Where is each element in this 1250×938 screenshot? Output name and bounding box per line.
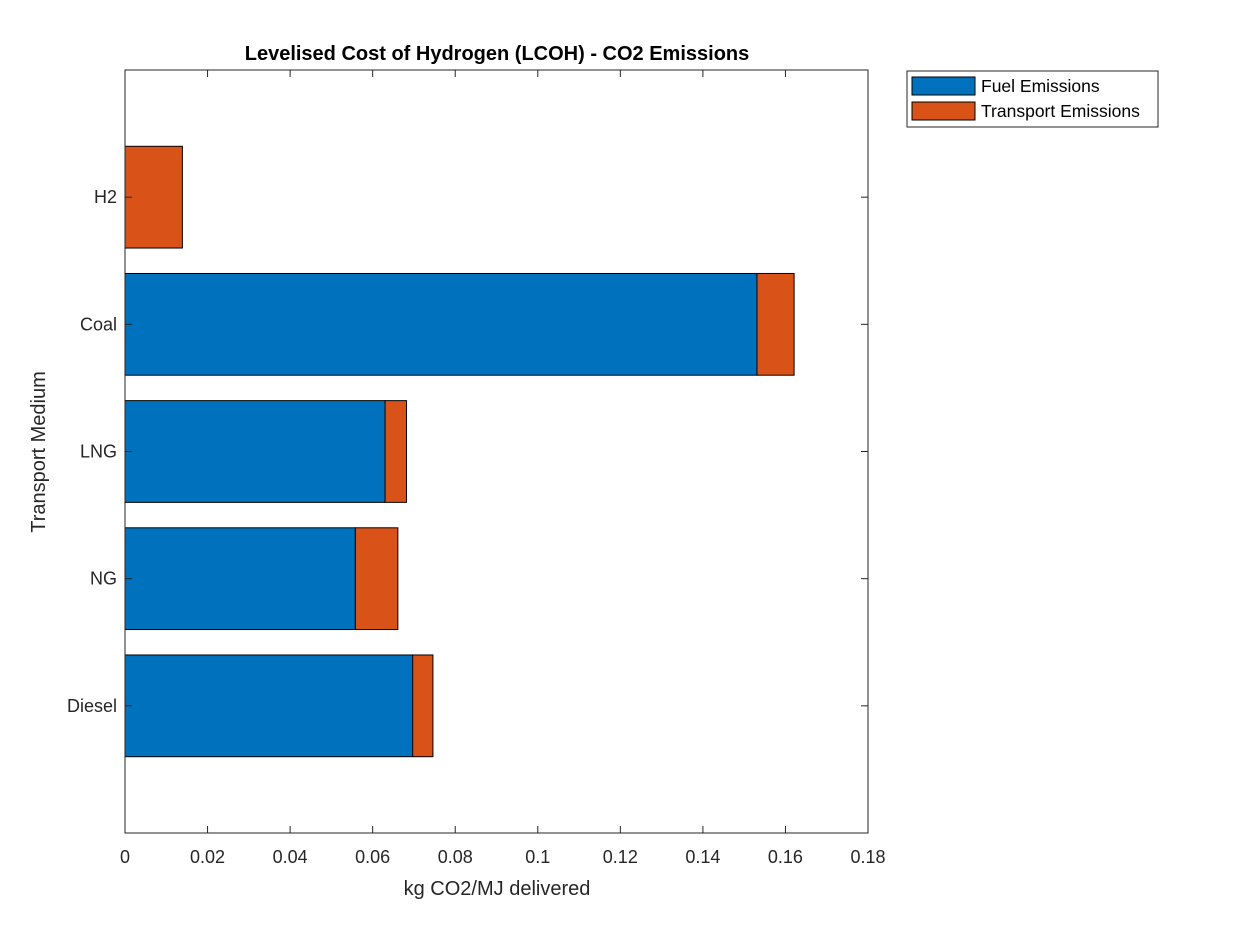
x-tick-label: 0.18	[850, 847, 885, 867]
bar-h2-transport	[124, 145, 183, 249]
x-tick-label: 0.1	[525, 847, 550, 867]
bar-coal-fuel	[124, 272, 758, 376]
legend-swatch	[911, 76, 976, 96]
legend: Fuel Emissions Transport Emissions	[906, 70, 1159, 128]
bar-lng-fuel	[124, 400, 386, 503]
x-tick-label: 0.08	[438, 847, 473, 867]
bar-diesel-transport	[412, 654, 434, 758]
bar-ng-transport	[354, 527, 399, 631]
bar-ng-fuel	[124, 527, 356, 631]
legend-label: Transport Emissions	[981, 101, 1140, 121]
x-tick-label: 0.02	[190, 847, 225, 867]
ticks: 0 0.02 0.04 0.06 0.08 0.1 0.12 0.14 0.16 0.18 Dies…	[67, 70, 886, 867]
legend-label: Fuel Emissions	[981, 76, 1100, 96]
y-tick-label: H2	[94, 187, 117, 207]
x-tick-label: 0.12	[603, 847, 638, 867]
y-tick-label: NG	[90, 569, 117, 589]
y-tick-label: LNG	[80, 442, 117, 462]
y-tick-label: Diesel	[67, 696, 117, 716]
chart-title: Levelised Cost of Hydrogen (LCOH) - CO2 …	[245, 43, 750, 65]
bar-diesel-fuel	[124, 654, 414, 758]
x-axis-label: kg CO2/MJ delivered	[404, 878, 591, 900]
x-tick-label: 0.14	[685, 847, 720, 867]
y-tick-label: Coal	[80, 314, 117, 334]
x-tick-label: 0.06	[355, 847, 390, 867]
x-tick-label: 0.16	[768, 847, 803, 867]
x-tick-label: 0	[120, 847, 130, 867]
bar-lng-transport	[384, 400, 408, 503]
bar-coal-transport	[756, 272, 795, 376]
y-axis-label: Transport Medium	[28, 371, 50, 533]
x-tick-label: 0.04	[273, 847, 308, 867]
legend-swatch	[911, 101, 976, 121]
bars	[124, 145, 795, 758]
